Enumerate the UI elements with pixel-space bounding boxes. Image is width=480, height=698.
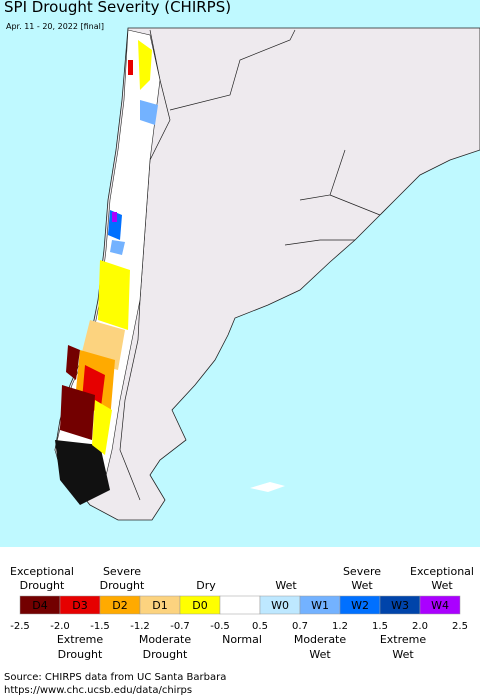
legend-tick: 0.5 [252,621,268,632]
drought-area [98,40,152,330]
legend-tick: -2.5 [10,621,30,632]
drought-area [55,440,110,505]
legend-box-label: W4 [431,599,449,612]
legend-category: Wet [351,579,373,592]
subtitle: Apr. 11 - 20, 2022 [final] [6,22,104,31]
legend-box-label: D4 [32,599,47,612]
borders [169,29,296,111]
title: SPI Drought Severity (CHIRPS) [4,0,231,16]
legend-category: Wet [275,579,297,592]
legend-category: Exceptional [10,565,74,578]
legend-category: Drought [100,579,145,592]
legend-tick: 2.0 [412,621,428,632]
legend-category: Moderate [294,633,347,646]
legend-category: Severe [103,565,141,578]
legend-box-label: W1 [311,599,329,612]
drought-area [60,345,95,440]
legend-box-label: D2 [112,599,127,612]
legend-box-label: D1 [152,599,167,612]
legend-box-label: D3 [72,599,87,612]
wet-area [110,100,158,255]
land [54,27,480,521]
legend-category: Moderate [139,633,192,646]
source-url: https://www.chc.ucsb.edu/data/chirps [4,685,192,696]
legend-category: Wet [309,648,331,661]
drought-area [82,60,133,415]
legend-tick: 0.7 [292,621,308,632]
legend-tick: -1.2 [130,621,150,632]
legend-category: Wet [431,579,453,592]
legend-box-label: W0 [271,599,289,612]
legend-category: Exceptional [410,565,474,578]
legend-category: Wet [392,648,414,661]
legend: D4 D3 D2 D1 D0 W0 W1 W2 W3 W4 -2.5 -2.0 -1.5 -1.2 -0.7… [10,565,474,661]
legend-category: Extreme [57,633,104,646]
legend-tick: -0.7 [170,621,190,632]
legend-box-label: D0 [192,599,207,612]
legend-tick: 2.5 [452,621,468,632]
source: Source: CHIRPS data from UC Santa Barbar… [4,672,226,683]
legend-box [219,595,261,615]
wet-area [112,212,117,222]
legend-category: Normal [222,633,262,646]
legend-category: Severe [343,565,381,578]
legend-category: Extreme [380,633,427,646]
drought-area [92,400,112,455]
map [0,0,480,547]
legend-category: Drought [58,648,103,661]
legend-tick: -1.5 [90,621,110,632]
legend-category: Drought [20,579,65,592]
legend-tick: -2.0 [50,621,70,632]
legend-box-label: W3 [391,599,409,612]
legend-tick: -0.5 [210,621,230,632]
legend-category: Drought [143,648,188,661]
legend-box [419,595,461,615]
legend-box-label: W2 [351,599,369,612]
falklands [250,482,285,492]
legend-category: Dry [196,579,216,592]
legend-tick: 1.2 [332,621,348,632]
legend-tick: 1.5 [372,621,388,632]
borders [284,149,381,246]
wet-area [108,210,122,240]
